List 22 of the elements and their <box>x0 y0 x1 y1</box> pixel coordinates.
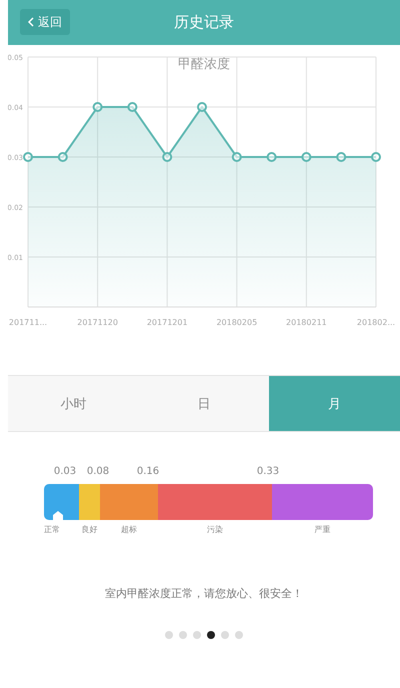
text: 0.08 <box>86 466 110 477</box>
x-tick-label: 20171120 <box>77 318 118 327</box>
x-tick-label: 201711... <box>8 318 48 327</box>
category-label: 良好 <box>82 524 98 535</box>
chart-title: 甲醛浓度 <box>178 57 230 72</box>
text: 0.16 <box>136 466 160 477</box>
x-tick-label: 201802... <box>356 318 396 327</box>
text: 室内甲醛浓度正常，请您放心、很安全！ <box>104 586 304 601</box>
text: 日 <box>196 396 212 414</box>
text: 0.33 <box>256 466 280 477</box>
category-label: 严重 <box>314 524 330 535</box>
x-tick-label: 20180211 <box>286 318 327 327</box>
text: 小时 <box>59 396 88 414</box>
text: 返回 <box>38 14 62 30</box>
category-label: 污染 <box>207 524 223 535</box>
text: 月 <box>269 376 400 431</box>
category-label: 正常 <box>44 524 60 535</box>
x-tick-label: 20171201 <box>146 318 188 327</box>
text: 历史记录 <box>174 13 234 31</box>
text: 0.03 <box>54 466 76 477</box>
x-tick-label: 20180205 <box>216 318 258 327</box>
category-label: 超标 <box>121 524 137 535</box>
